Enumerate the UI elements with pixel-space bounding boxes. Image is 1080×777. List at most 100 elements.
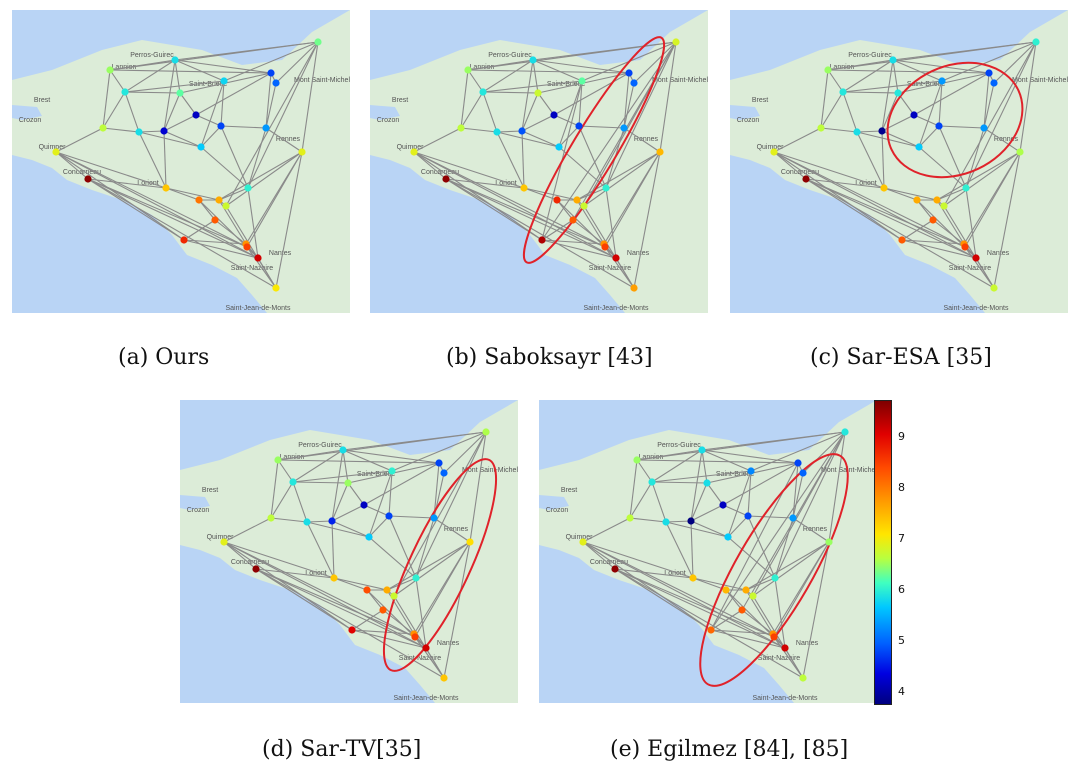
graph-edge bbox=[582, 541, 786, 649]
graph-edge bbox=[772, 541, 830, 635]
graph-edge bbox=[558, 80, 583, 148]
graph-edge bbox=[614, 568, 775, 638]
bay-area bbox=[180, 495, 210, 510]
station-node bbox=[770, 148, 778, 156]
graph-edge bbox=[690, 449, 703, 522]
station-node bbox=[853, 128, 861, 136]
map-panel-sar-esa: Brest Crozon Quimper Lorient Rennes Nantes Mon… bbox=[730, 10, 1068, 313]
station-node bbox=[719, 501, 727, 509]
graph-edge bbox=[521, 92, 539, 132]
graph-edge bbox=[496, 130, 523, 133]
station-node bbox=[197, 143, 205, 151]
station-node bbox=[192, 111, 200, 119]
graph-edge bbox=[614, 568, 786, 649]
station-node bbox=[390, 592, 398, 600]
graph-edge bbox=[445, 178, 635, 289]
graph-edge bbox=[537, 92, 555, 116]
station-node bbox=[383, 586, 391, 594]
station-node bbox=[626, 514, 634, 522]
graph-edge bbox=[413, 151, 525, 189]
graph-edge bbox=[881, 92, 899, 132]
graph-edge bbox=[690, 504, 724, 522]
station-node bbox=[252, 565, 260, 573]
station-node bbox=[802, 175, 810, 183]
station-node bbox=[573, 196, 581, 204]
graph-edge bbox=[218, 151, 303, 201]
graph-edge bbox=[138, 131, 202, 148]
graph-edge bbox=[651, 481, 708, 484]
graph-edge bbox=[828, 431, 846, 543]
station-node bbox=[121, 88, 129, 96]
station-node bbox=[274, 456, 282, 464]
place-label: Nantes bbox=[796, 640, 819, 647]
station-node bbox=[825, 538, 833, 546]
graph-edge bbox=[218, 187, 249, 201]
station-node bbox=[980, 124, 988, 132]
graph-edge bbox=[388, 470, 393, 517]
place-label: Lorient bbox=[855, 180, 876, 187]
station-node bbox=[410, 148, 418, 156]
graph-edge bbox=[965, 187, 977, 259]
graph-edge bbox=[913, 72, 990, 116]
graph-edge bbox=[225, 41, 319, 207]
graph-edge bbox=[245, 151, 303, 245]
graph-edge bbox=[633, 41, 677, 84]
graph-edge bbox=[388, 515, 435, 519]
station-node bbox=[839, 88, 847, 96]
place-label: Concarneau bbox=[781, 169, 819, 176]
graph-edge bbox=[578, 80, 583, 127]
station-node bbox=[162, 184, 170, 192]
graph-edge bbox=[413, 151, 617, 259]
graph-edge bbox=[246, 246, 277, 289]
place-label: Rennes bbox=[994, 136, 1019, 143]
station-node bbox=[630, 79, 638, 87]
graph-edge bbox=[109, 69, 126, 93]
graph-edge bbox=[102, 127, 140, 133]
station-node bbox=[794, 459, 802, 467]
graph-edge bbox=[701, 431, 846, 451]
graph-edge bbox=[752, 595, 804, 679]
station-node bbox=[878, 127, 886, 135]
graph-edge bbox=[983, 82, 995, 129]
graph-edge bbox=[413, 151, 606, 248]
place-label: Perros-Guirec bbox=[130, 52, 174, 59]
station-node bbox=[411, 633, 419, 641]
graph-edge bbox=[333, 577, 388, 591]
graph-edge bbox=[541, 41, 677, 241]
graph-edge bbox=[179, 92, 197, 116]
graph-edge bbox=[342, 449, 349, 484]
graph-edge bbox=[220, 80, 225, 127]
station-node bbox=[620, 124, 628, 132]
station-node bbox=[799, 674, 807, 682]
graph-edge bbox=[773, 636, 804, 679]
graph-edge bbox=[883, 187, 938, 201]
graph-edge bbox=[805, 178, 995, 289]
graph-edge bbox=[541, 219, 574, 241]
station-node bbox=[314, 38, 322, 46]
place-label: Crozon bbox=[737, 117, 760, 124]
place-label: Saint-Brieuc bbox=[189, 81, 228, 88]
station-node bbox=[303, 518, 311, 526]
place-label: Crozon bbox=[19, 117, 42, 124]
graph-edge bbox=[578, 125, 625, 129]
graph-edge bbox=[255, 568, 416, 638]
graph-edge bbox=[820, 127, 858, 133]
graph-edge bbox=[165, 187, 220, 201]
graph-edge bbox=[932, 219, 965, 245]
station-node bbox=[789, 514, 797, 522]
graph-edge bbox=[651, 481, 667, 523]
graph-edge bbox=[102, 91, 126, 129]
graph-edge bbox=[582, 541, 775, 638]
graph-edge bbox=[690, 482, 708, 522]
graph-edge bbox=[306, 521, 370, 538]
graph-edge bbox=[163, 92, 181, 132]
station-node bbox=[579, 538, 587, 546]
place-label: Saint-Brieuc bbox=[547, 81, 586, 88]
graph-edge bbox=[391, 431, 487, 472]
station-node bbox=[880, 184, 888, 192]
graph-edge bbox=[270, 517, 308, 523]
graph-edge bbox=[393, 595, 445, 679]
graph-edge bbox=[124, 80, 225, 93]
colorbar-tick-7: 7 bbox=[898, 532, 905, 545]
station-node bbox=[961, 243, 969, 251]
